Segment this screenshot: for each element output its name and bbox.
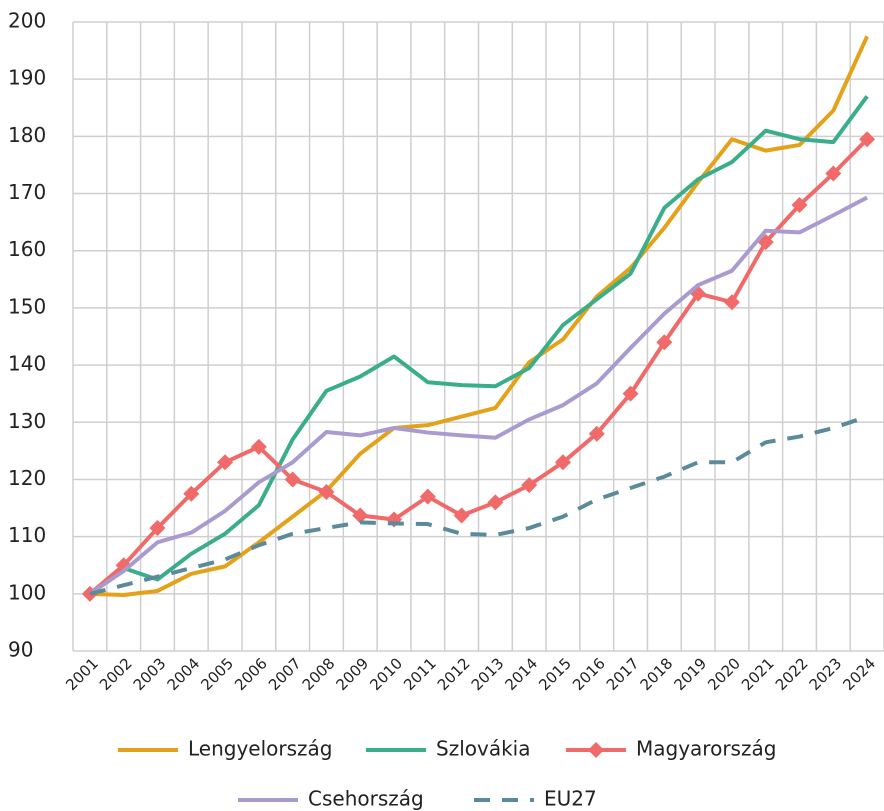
x-tick-label: 2009 xyxy=(333,654,373,694)
marker xyxy=(453,507,470,524)
marker xyxy=(419,488,436,505)
marker xyxy=(723,294,740,311)
marker xyxy=(284,471,301,488)
x-tick-label: 2022 xyxy=(772,654,812,694)
x-tick-label: 2021 xyxy=(738,654,778,694)
marker xyxy=(487,494,504,511)
marker xyxy=(791,196,808,213)
series-line xyxy=(89,414,868,596)
x-tick-label: 2017 xyxy=(603,654,643,694)
y-tick-label: 170 xyxy=(8,180,46,204)
marker xyxy=(825,165,842,182)
x-tick-label: 2004 xyxy=(164,654,204,694)
x-tick-label: 2018 xyxy=(637,654,677,694)
series-line xyxy=(88,137,869,596)
legend-label: Lengyelország xyxy=(188,737,333,761)
legend-label: Magyarország xyxy=(636,737,776,761)
x-tick-label: 2001 xyxy=(62,654,102,694)
y-tick-label: 150 xyxy=(8,294,46,318)
x-tick-label: 2002 xyxy=(96,654,136,694)
y-tick-label: 110 xyxy=(8,523,46,547)
x-tick-label: 2012 xyxy=(434,654,474,694)
series-line xyxy=(88,195,869,596)
marker xyxy=(149,520,166,537)
x-tick-label: 2010 xyxy=(366,654,406,694)
x-tick-label: 2003 xyxy=(130,654,170,694)
y-tick-label: 90 xyxy=(8,638,33,662)
marker xyxy=(183,485,200,502)
x-tick-label: 2023 xyxy=(806,654,846,694)
marker xyxy=(622,385,639,402)
x-tick-label: 2011 xyxy=(400,654,440,694)
y-tick-label: 160 xyxy=(8,237,46,261)
legend-label: Szlovákia xyxy=(436,737,530,761)
legend-label: EU27 xyxy=(544,787,597,811)
series-line xyxy=(88,95,869,596)
marker xyxy=(859,131,876,148)
x-tick-label: 2024 xyxy=(839,654,879,694)
x-tick-label: 2008 xyxy=(299,654,339,694)
y-tick-label: 100 xyxy=(8,580,46,604)
x-tick-label: 2013 xyxy=(468,654,508,694)
series-line xyxy=(89,35,869,597)
x-tick-label: 2014 xyxy=(501,654,541,694)
marker xyxy=(250,438,267,455)
x-tick-label: 2016 xyxy=(569,654,609,694)
y-tick-label: 190 xyxy=(8,66,46,90)
marker xyxy=(318,484,335,501)
marker xyxy=(554,454,571,471)
x-tick-label: 2005 xyxy=(197,654,237,694)
x-tick-label: 2015 xyxy=(535,654,575,694)
legend-marker xyxy=(588,742,604,758)
y-tick-label: 140 xyxy=(8,352,46,376)
y-tick-label: 180 xyxy=(8,123,46,147)
y-tick-label: 200 xyxy=(8,9,46,33)
marker xyxy=(588,425,605,442)
y-tick-label: 120 xyxy=(8,466,46,490)
x-tick-label: 2007 xyxy=(265,654,305,694)
marker xyxy=(217,454,234,471)
marker xyxy=(352,507,369,524)
marker xyxy=(656,334,673,351)
y-tick-label: 130 xyxy=(8,409,46,433)
marker xyxy=(521,477,538,494)
x-tick-label: 2006 xyxy=(231,654,271,694)
x-tick-label: 2020 xyxy=(704,654,744,694)
x-tick-label: 2019 xyxy=(670,654,710,694)
legend-label: Csehország xyxy=(308,787,424,811)
